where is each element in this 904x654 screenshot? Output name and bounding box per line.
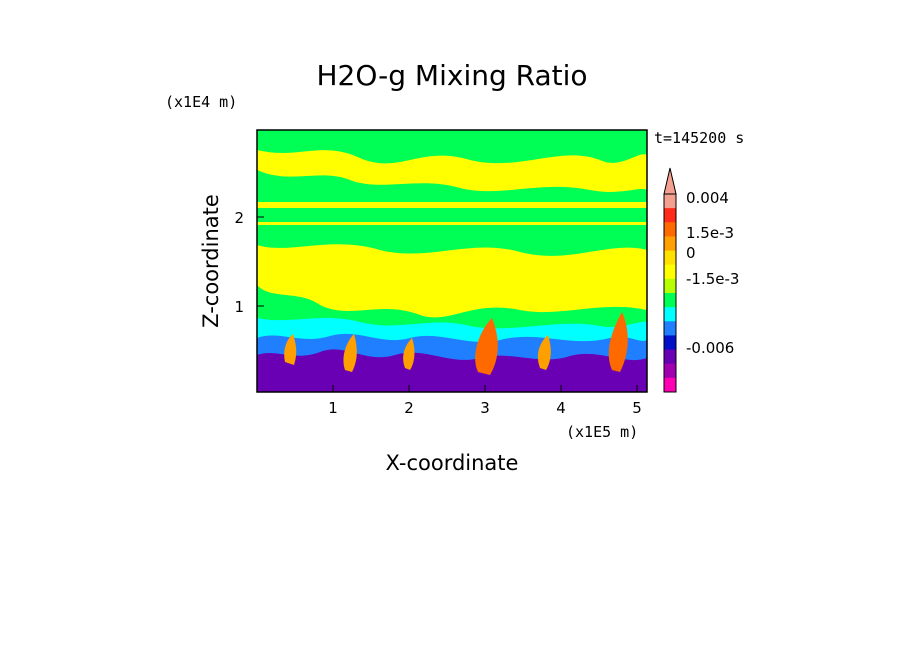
plumes	[284, 312, 628, 375]
time-label: t=145200 s	[654, 129, 744, 147]
colorbar-bin-3	[664, 236, 676, 252]
x-ticks	[332, 385, 638, 392]
colorbar-bin-7	[664, 293, 676, 308]
y-axis-label: Z-coordinate	[199, 194, 223, 328]
band-green-mid	[257, 170, 647, 202]
x-tick-label-1: 1	[328, 399, 338, 417]
x-tick-label-4: 4	[556, 399, 566, 417]
colorbar-bin-9	[664, 321, 676, 336]
colorbar-bin-6	[664, 278, 676, 294]
y-tick-labels: 1 2	[234, 209, 244, 316]
x-tick-label-5: 5	[632, 399, 642, 417]
x-tick-label-3: 3	[480, 399, 490, 417]
plume-5	[537, 335, 551, 370]
y-tick-label-2: 2	[234, 209, 244, 227]
colorbar-label-1: 1.5e-3	[686, 224, 734, 242]
band-green-lower	[257, 285, 647, 330]
y-scale-label: (x1E4 m)	[165, 93, 237, 111]
chart-title: H2O-g Mixing Ratio	[316, 59, 587, 92]
colorbar-bin-0	[664, 194, 676, 209]
colorbar-bin-5	[664, 264, 676, 280]
colorbar-label-0: 0.004	[686, 189, 729, 207]
colorbar-labels: 0.004 1.5e-3 0 -1.5e-3 -0.006	[686, 189, 739, 357]
plume-1	[284, 334, 297, 365]
plume-3	[403, 338, 415, 370]
x-axis-label: X-coordinate	[386, 451, 519, 475]
heatmap-field	[257, 130, 647, 392]
colorbar-bin-11	[664, 349, 676, 365]
colorbar-bin-4	[664, 250, 676, 266]
y-tick-label-1: 1	[234, 298, 244, 316]
colorbar-label-2: 0	[686, 244, 696, 262]
colorbar	[663, 167, 677, 393]
band-yellow-main	[257, 244, 647, 322]
y-ticks	[257, 216, 264, 307]
stripe-2	[257, 222, 647, 225]
stripe-1	[257, 212, 647, 216]
colorbar-bin-8	[664, 307, 676, 322]
colorbar-bin-13	[664, 377, 676, 393]
x-scale-label: (x1E5 m)	[566, 423, 638, 441]
colorbar-frame	[663, 193, 677, 393]
colorbar-extend-arrow	[663, 167, 677, 195]
x-tick-labels: 1 2 3 4 5	[328, 399, 642, 417]
plume-2	[343, 334, 357, 372]
plume-4	[475, 318, 498, 375]
colorbar-label-4: -0.006	[686, 339, 734, 357]
colorbar-bin-10	[664, 335, 676, 351]
x-tick-label-2: 2	[404, 399, 414, 417]
colorbar-label-3: -1.5e-3	[686, 270, 739, 288]
plot-frame	[256, 129, 648, 393]
plume-6	[608, 312, 628, 372]
colorbar-bin-2	[664, 222, 676, 237]
colorbar-bin-1	[664, 208, 676, 223]
colorbar-bin-12	[664, 363, 676, 379]
colorbar-bins	[664, 194, 676, 393]
